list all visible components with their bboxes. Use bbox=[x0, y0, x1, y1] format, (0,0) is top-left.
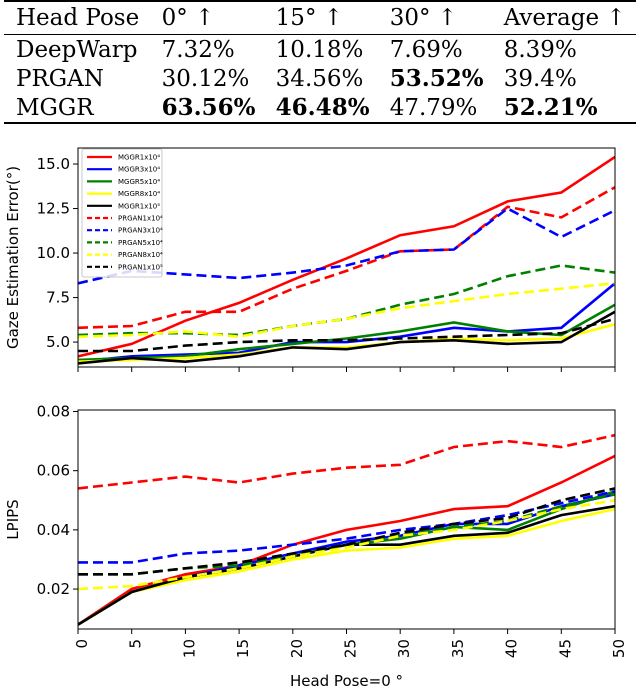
y-tick-label: 0.06 bbox=[37, 462, 70, 480]
table-cell: 7.69% bbox=[389, 36, 463, 63]
series-group bbox=[78, 155, 615, 365]
table-cell: 7.32% bbox=[161, 36, 235, 63]
legend-label: PRGAN1x10⁴ bbox=[118, 215, 163, 223]
y-tick-label: 0.04 bbox=[37, 521, 70, 539]
x-axis-label: Head Pose=0 ° bbox=[290, 672, 403, 690]
table-cell: 30.12% bbox=[161, 65, 250, 92]
table-cell: 46.48% bbox=[275, 94, 370, 121]
y-tick-label: 15.0 bbox=[37, 155, 70, 173]
series-line bbox=[78, 310, 615, 365]
results-table: Head Pose 0° ↑ 15° ↑ 30° ↑ Average ↑ Dee… bbox=[4, 0, 636, 124]
series-line bbox=[78, 206, 615, 285]
series-line bbox=[78, 264, 615, 337]
table-cell: PRGAN bbox=[16, 65, 104, 92]
series-line bbox=[78, 493, 615, 626]
x-tick-label: 40 bbox=[503, 377, 521, 378]
table-cell: 8.39% bbox=[503, 36, 577, 63]
header-average: Average ↑ bbox=[503, 5, 626, 31]
series-line bbox=[78, 499, 615, 591]
y-axis-label: Gaze Estimation Error(°) bbox=[4, 166, 22, 349]
series-line bbox=[78, 186, 615, 330]
table-row: MGGR 63.56% 46.48% 47.79% 52.21% bbox=[4, 93, 636, 123]
table-cell: 52.21% bbox=[503, 94, 598, 121]
y-tick-label: 0.02 bbox=[37, 580, 70, 598]
y-tick-label: 0.08 bbox=[37, 402, 70, 420]
x-tick-label: 30 bbox=[395, 377, 413, 378]
series-line bbox=[78, 507, 615, 626]
table-cell: 47.79% bbox=[389, 94, 478, 121]
series-line bbox=[78, 282, 615, 339]
x-tick-label: 5 bbox=[127, 377, 145, 378]
series-line bbox=[78, 493, 615, 576]
y-tick-label: 12.5 bbox=[37, 200, 70, 218]
x-tick-label: 50 bbox=[610, 377, 628, 378]
x-tick-label: 45 bbox=[556, 377, 574, 378]
table-cell: MGGR bbox=[16, 94, 94, 121]
x-tick-label: 0 bbox=[73, 377, 91, 378]
y-tick-label: 10.0 bbox=[37, 244, 70, 262]
legend-label: PRGAN8x10⁴ bbox=[118, 251, 163, 259]
x-tick-label: 5 bbox=[127, 639, 145, 649]
x-tick-label: 15 bbox=[234, 377, 252, 378]
legend-label: MGGR5x10⁴ bbox=[118, 178, 160, 186]
x-tick-label: 10 bbox=[180, 377, 198, 378]
series-line bbox=[78, 504, 615, 626]
series-group bbox=[78, 433, 615, 626]
legend-label: MGGR8x10⁴ bbox=[118, 190, 160, 198]
table-cell: 10.18% bbox=[275, 36, 364, 63]
series-line bbox=[78, 454, 615, 626]
y-tick-label: 5.0 bbox=[46, 333, 70, 351]
table-cell: 34.56% bbox=[275, 65, 364, 92]
x-tick-label: 35 bbox=[449, 639, 467, 658]
table-cell: DeepWarp bbox=[16, 36, 138, 63]
x-tick-label: 15 bbox=[234, 639, 252, 658]
x-tick-label: 25 bbox=[342, 377, 360, 378]
header-30deg: 30° ↑ bbox=[389, 5, 458, 31]
x-tick-label: 30 bbox=[395, 639, 413, 658]
y-tick-label: 7.5 bbox=[46, 289, 70, 307]
table-cell: 63.56% bbox=[161, 94, 256, 121]
header-15deg: 15° ↑ bbox=[275, 5, 344, 31]
x-tick-label: 45 bbox=[556, 639, 574, 658]
table-row: DeepWarp 7.32% 10.18% 7.69% 8.39% bbox=[4, 35, 636, 65]
table-cell: 53.52% bbox=[389, 65, 484, 92]
legend-label: MGGR1x10⁴ bbox=[118, 154, 160, 162]
legend-label: MGGR1x10⁵ bbox=[118, 202, 160, 210]
series-line bbox=[78, 282, 615, 363]
series-line bbox=[78, 433, 615, 490]
x-tick-label: 40 bbox=[503, 639, 521, 658]
series-line bbox=[78, 323, 615, 363]
results-table-container: Head Pose 0° ↑ 15° ↑ 30° ↑ Average ↑ Dee… bbox=[4, 0, 636, 134]
gaze-error-chart: 0 5 10 15 20 25 30 35 40 45 50 5.0 7.5 10.0 12.5 15.0 Ga… bbox=[4, 147, 628, 378]
x-tick-label: 10 bbox=[180, 639, 198, 658]
table-header-row: Head Pose 0° ↑ 15° ↑ 30° ↑ Average ↑ bbox=[4, 1, 636, 35]
table-cell: 39.4% bbox=[503, 65, 577, 92]
x-tick-label: 20 bbox=[288, 377, 306, 378]
legend-label: PRGAN1x10⁵ bbox=[118, 263, 163, 271]
x-tick-label: 25 bbox=[342, 639, 360, 658]
y-axis-label: LPIPS bbox=[4, 499, 22, 539]
x-tick-label: 0 bbox=[73, 639, 91, 649]
header-0deg: 0° ↑ bbox=[161, 5, 215, 31]
lpips-chart: 0 5 10 15 20 25 30 35 40 45 50 0.02 0.04 0.06 0.08 LPIP… bbox=[4, 402, 628, 690]
x-tick-label: 20 bbox=[288, 639, 306, 658]
table-row: PRGAN 30.12% 34.56% 53.52% 39.4% bbox=[4, 64, 636, 93]
series-line bbox=[78, 303, 615, 362]
x-tick-label: 35 bbox=[449, 377, 467, 378]
legend-label: PRGAN5x10⁴ bbox=[118, 239, 163, 247]
legend-label: PRGAN3x10⁴ bbox=[118, 227, 163, 235]
series-line bbox=[78, 487, 615, 576]
series-line bbox=[78, 155, 615, 358]
x-tick-label: 50 bbox=[610, 639, 628, 658]
legend-label: MGGR3x10⁴ bbox=[118, 166, 160, 174]
header-head-pose: Head Pose bbox=[16, 5, 140, 31]
